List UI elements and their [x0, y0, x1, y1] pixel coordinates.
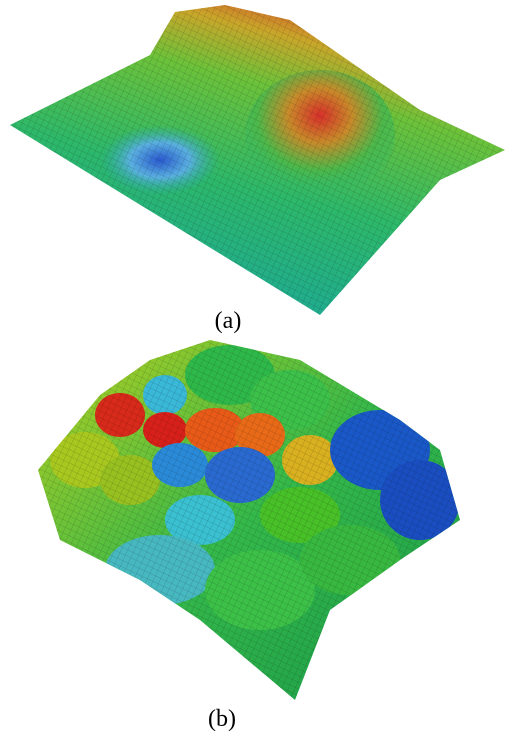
caption-a: (a) — [215, 308, 242, 334]
surface-a-mesh — [0, 0, 508, 330]
surface-a — [0, 0, 508, 330]
page: (a) (b) (() => { const data = JS — [0, 0, 508, 736]
surface-b — [0, 330, 508, 710]
caption-b: (b) — [208, 706, 236, 732]
figure: (a) (b) — [0, 0, 508, 736]
surface-b-mesh — [0, 330, 508, 710]
